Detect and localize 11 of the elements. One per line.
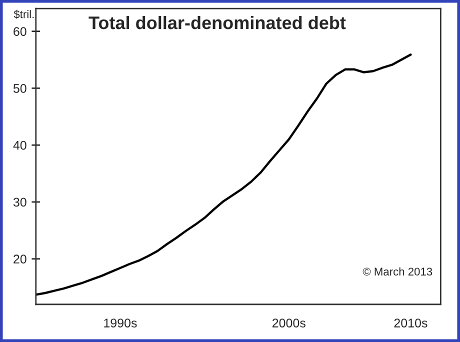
y-tick-label: 20 bbox=[14, 254, 26, 264]
x-tick-label: 2000s bbox=[272, 318, 306, 328]
y-tick-label: 60 bbox=[14, 27, 26, 36]
y-axis-title: $tril. bbox=[14, 10, 34, 19]
y-tick-label: 30 bbox=[13, 198, 26, 207]
y-tick-label: 40 bbox=[13, 140, 26, 150]
x-tick-label: 1990s bbox=[104, 318, 137, 328]
y-tick-label: 50 bbox=[13, 84, 26, 93]
x-tick-label: 2010s bbox=[394, 318, 428, 328]
annotation: © March 2013 bbox=[362, 267, 432, 276]
chart-title: Total dollar-denominated debt bbox=[88, 16, 346, 30]
